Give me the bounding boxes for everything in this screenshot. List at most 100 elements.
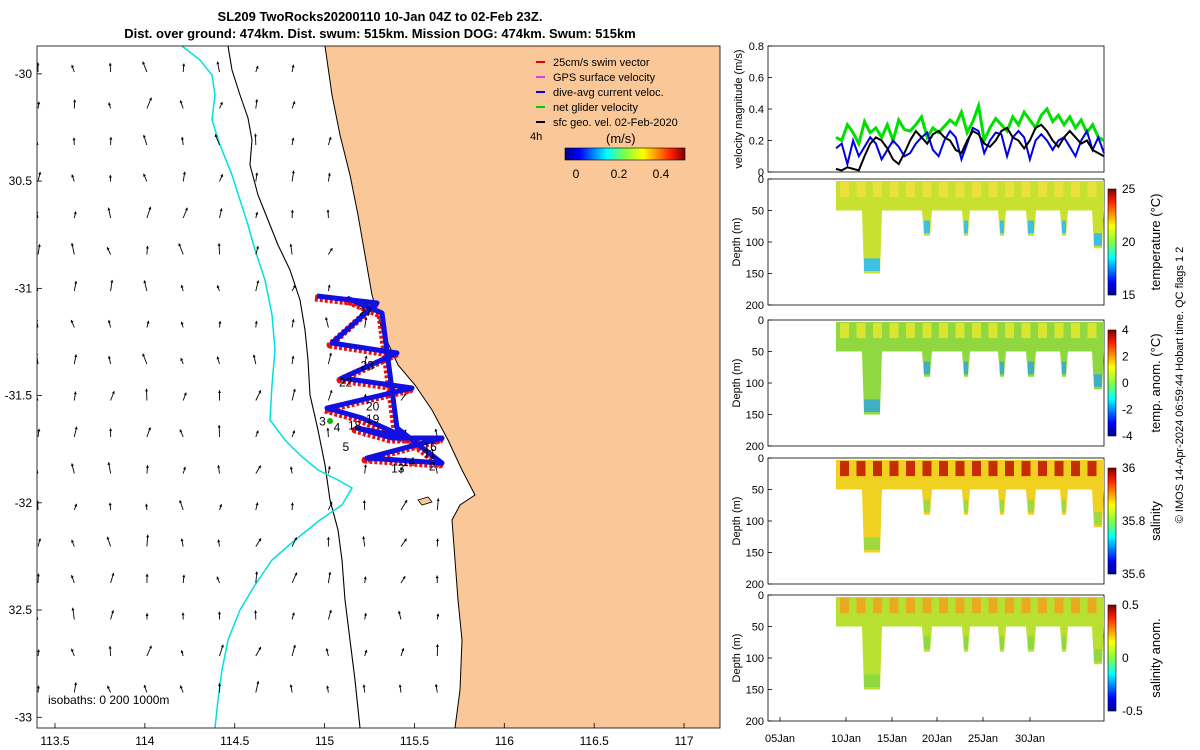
velocity-arrowhead — [38, 538, 42, 542]
velocity-arrowhead — [252, 354, 256, 358]
velocity-arrowhead — [37, 649, 40, 653]
legend-entry-gps: GPS surface velocity — [536, 72, 656, 84]
salinity-surface-patch — [939, 461, 948, 477]
velocity-arrowhead — [434, 428, 438, 432]
velocity-arrowhead — [149, 97, 152, 101]
temperature-surface-patch — [840, 182, 849, 198]
velocity-arrowhead — [37, 101, 41, 105]
velocity-arrowhead — [258, 390, 262, 394]
velocity-arrow — [37, 287, 39, 292]
sal_anom-surface-patch — [922, 598, 932, 614]
velocity-arrowhead — [218, 321, 222, 324]
velocity-arrowhead — [255, 172, 259, 176]
temp_anom-dip-bottom — [1028, 361, 1034, 375]
velocity-arrowhead — [326, 536, 330, 540]
velocity-arrowhead — [145, 465, 149, 468]
salinity-surface-patch — [1071, 461, 1080, 477]
velocity-arrowhead — [142, 61, 146, 65]
velocity-arrowhead — [328, 352, 332, 356]
velocity-arrowhead — [255, 212, 259, 215]
velocity-arrowhead — [364, 649, 368, 653]
velocity-arrowhead — [255, 65, 259, 69]
temp_anom-ylabel: Depth (m) — [731, 359, 743, 408]
velocity-arrowhead — [217, 611, 221, 615]
credit-text: © IMOS 14-Apr-2024 06:59:44 Hobart time.… — [1174, 247, 1186, 524]
salinity-surface-patch — [1087, 461, 1097, 477]
temp_anom-surface-patch — [972, 323, 981, 339]
velocity-arrowhead — [148, 427, 151, 431]
temp_anom-y-tick-label: 150 — [746, 410, 764, 422]
salinity-dip-bottom — [1028, 499, 1034, 513]
velocity-arrowhead — [73, 391, 77, 395]
velocity-arrowhead — [217, 390, 222, 393]
temperature-surface-patch — [1021, 182, 1031, 198]
temperature-ylabel: Depth (m) — [731, 218, 743, 267]
velocity-arrowhead — [37, 685, 40, 689]
velocity-arrowhead — [108, 502, 112, 506]
salinity-surface-patch — [1021, 461, 1031, 477]
temperature-panel: 0 50 100 150 200 Depth (m) 25 20 15 temperature (… — [731, 174, 1163, 312]
track-label: 27 — [359, 305, 373, 319]
sal_anom-surface-patch — [1071, 598, 1080, 614]
temperature-field — [836, 181, 1104, 274]
velocity-arrowhead — [363, 464, 367, 468]
velocity-arrowhead — [434, 684, 438, 687]
velocity-arrowhead — [107, 685, 110, 689]
velocity-arrowhead — [216, 356, 220, 360]
map-x-tick-label: 116 — [495, 734, 514, 748]
sal_anom-dip-bottom — [964, 636, 968, 650]
velocity-arrowhead — [181, 612, 185, 616]
velocity-arrowhead — [258, 646, 262, 650]
map-x-tick-label: 114.5 — [220, 734, 249, 748]
time-tick-label: 05Jan — [765, 733, 795, 745]
temp_anom-y-tick-label: 200 — [746, 441, 764, 453]
temp_anom-dip-bottom — [1094, 374, 1102, 387]
velocity-arrowhead — [435, 575, 439, 579]
velocity-arrowhead — [74, 354, 78, 358]
salinity-dip-bottom — [1000, 499, 1004, 513]
velocity-arrowhead — [108, 645, 112, 649]
velocity-arrowhead — [329, 390, 333, 394]
temp_anom-surface-patch — [840, 323, 849, 339]
velocity-arrowhead — [220, 174, 224, 178]
velocity-arrowhead — [109, 428, 113, 431]
sal_anom-y-tick-label: 100 — [746, 653, 764, 665]
velocity-y-tick-label: 0.6 — [749, 73, 764, 85]
map-x-tick-label: 113.5 — [40, 734, 69, 748]
salinity-field — [836, 460, 1104, 553]
temperature-surface-patch — [889, 182, 899, 198]
velocity-arrowhead — [294, 537, 297, 541]
velocity-arrowhead — [290, 502, 294, 506]
temperature-surface-patch — [955, 182, 965, 198]
velocity-arrowhead — [326, 685, 330, 689]
velocity-arrowhead — [255, 430, 259, 434]
temperature-dip-bottom — [924, 220, 930, 234]
velocity-arrowhead — [217, 539, 221, 543]
track-label: 23 — [361, 359, 375, 373]
temperature-surface-patch — [1005, 182, 1014, 198]
sal_anom-surface-patch — [840, 598, 849, 614]
salinity-dip-bottom — [964, 499, 968, 513]
temperature-colorbar-tick: 25 — [1122, 182, 1136, 196]
map-y-tick-label: -30 — [15, 67, 33, 81]
sal_anom-y-tick-label: 150 — [746, 685, 764, 697]
velocity-arrowhead — [219, 101, 223, 105]
velocity-arrowhead — [325, 648, 329, 652]
salinity-surface-patch — [856, 461, 866, 477]
velocity-arrowhead — [326, 209, 330, 213]
velocity-arrowhead — [107, 356, 111, 359]
temp_anom-y-tick-label: 100 — [746, 378, 764, 390]
velocity-arrowhead — [148, 645, 152, 649]
velocity-arrowhead — [143, 280, 147, 284]
temperature-dip-bottom — [1000, 220, 1004, 234]
velocity-y-tick-label: 0 — [758, 167, 764, 179]
salinity-colorbar-tick: 35.8 — [1122, 514, 1146, 528]
temp_anom-colorbar — [1107, 329, 1117, 437]
velocity-arrowhead — [291, 319, 295, 322]
velocity-arrowhead — [74, 280, 78, 284]
velocity-arrowhead — [363, 394, 367, 397]
temperature-dip-bottom — [864, 258, 880, 271]
salinity-surface-patch — [1005, 461, 1014, 477]
velocity-arrowhead — [145, 503, 149, 507]
